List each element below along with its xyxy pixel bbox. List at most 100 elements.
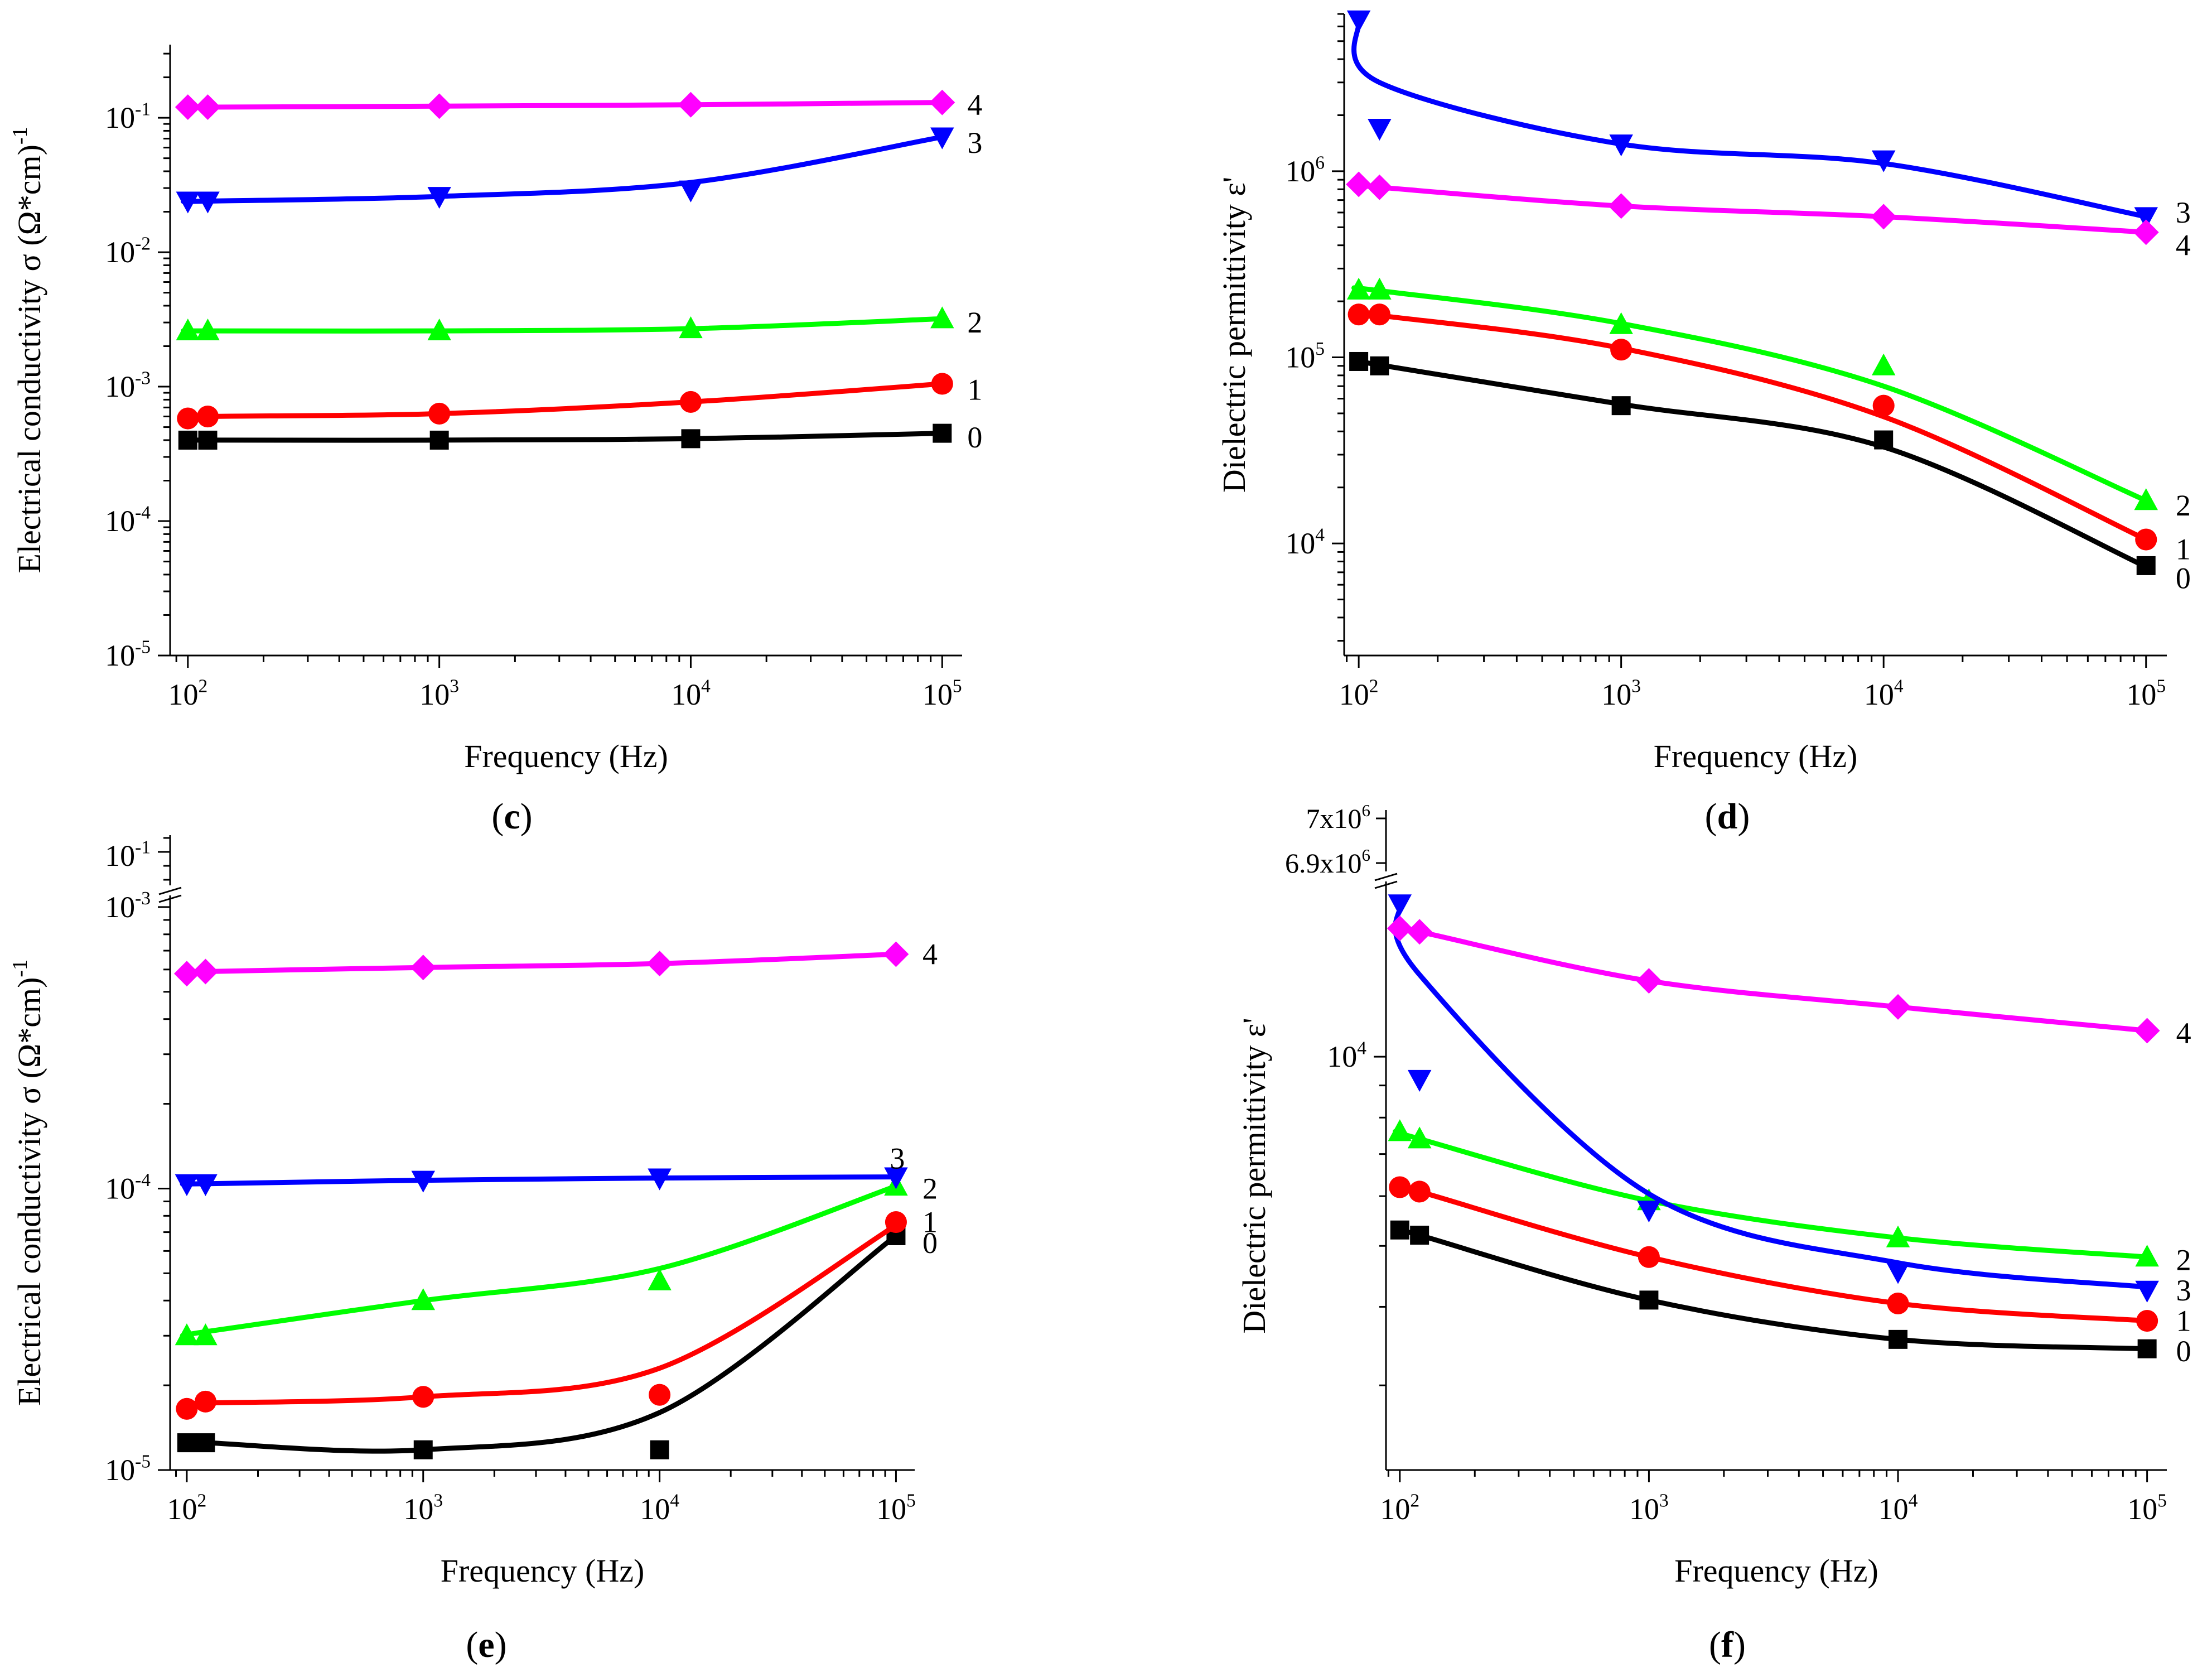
series-line [1351,285,2147,503]
y-axis-title: Dielectric permittivity ε' [1216,177,1252,493]
y-tick-label: 10-4 [105,502,151,538]
data-point [2137,1339,2157,1358]
panel-label: (f) [1709,1625,1746,1665]
data-point [883,941,909,967]
data-point [427,187,451,209]
series-line [181,381,943,421]
series-line [181,134,943,204]
x-tick-label: 104 [1878,1490,1918,1526]
series-line [181,431,943,443]
series-line [181,316,943,334]
data-point [1408,1180,1431,1203]
x-tick-label: 105 [923,676,962,711]
y-tick-label: 104 [1327,1038,1366,1073]
data-point [931,373,953,395]
y-tick-label: 10-3 [105,368,151,403]
y-tick-label: 104 [1285,524,1325,560]
series-label: 2 [923,1172,938,1205]
series-label: 3 [2176,196,2191,229]
data-point [930,127,954,150]
data-point [175,94,201,120]
y-tick-label: 10-3 [105,888,151,924]
data-point [1390,1220,1409,1240]
data-point [1407,919,1433,945]
data-point [1388,1119,1412,1141]
data-point [1871,353,1896,375]
series-1: 1 [1348,303,2191,566]
data-point [2134,488,2158,510]
x-tick-label: 105 [876,1490,916,1526]
series-label: 2 [967,306,982,339]
series-line [180,951,896,976]
series-label: 4 [923,937,938,971]
data-point [649,1384,671,1406]
data-point [1885,994,1911,1020]
x-axis-title: Frequency (Hz) [441,1553,645,1589]
y-tick-label-top: 10-1 [105,837,151,873]
data-point [427,318,451,341]
data-point [2136,1310,2158,1332]
x-tick-label: 104 [671,676,711,711]
data-point [679,391,702,413]
series-3: 3 [1388,894,2191,1307]
axis-break-mark [1374,873,1398,881]
data-point [933,423,952,443]
axis-break-mark [158,894,182,903]
data-point [1387,915,1413,942]
series-label: 3 [2176,1274,2191,1307]
panel-label: (c) [491,796,532,837]
data-point [1874,430,1894,450]
data-point [1611,396,1631,416]
x-tick-label: 102 [1339,676,1379,711]
x-tick-label: 103 [419,676,459,711]
series-1: 1 [1389,1176,2191,1338]
y-tick-label: 10-2 [105,233,151,269]
data-point [194,1323,218,1346]
data-point [413,1440,433,1459]
series-line [180,1223,897,1406]
x-tick-label: 105 [2127,1490,2167,1526]
y-tick-label: 106 [1285,152,1325,188]
data-point [412,1386,434,1408]
x-axis-title: Frequency (Hz) [464,738,668,774]
data-point [196,1433,215,1453]
data-point [2135,528,2157,551]
series-line [1393,924,2148,1033]
data-point [678,91,704,118]
x-tick-label: 102 [1380,1490,1419,1526]
data-point [196,318,220,341]
data-point [650,1440,669,1459]
series-3: 3 [1346,10,2191,229]
x-tick-label: 103 [403,1490,443,1526]
data-point [2134,207,2158,229]
series-2: 2 [1388,1119,2191,1276]
data-point [1366,174,1393,200]
x-axis-title: Frequency (Hz) [1654,738,1858,774]
series-4: 4 [1387,915,2191,1050]
data-point [884,1167,908,1189]
data-point [2135,1280,2159,1303]
data-point [1889,1329,1908,1349]
data-point [428,402,451,425]
series-label: 0 [967,421,982,454]
data-point [194,1174,218,1196]
series-line [1351,358,2147,569]
x-tick-label: 104 [1864,676,1904,711]
series-line [1393,903,2148,1290]
data-point [2133,219,2159,245]
y-tick-label-top: 7x106 [1306,801,1371,834]
data-point [930,306,954,329]
x-axis-title: Frequency (Hz) [1674,1553,1878,1589]
x-tick-label: 102 [168,676,207,711]
series-0: 0 [1349,351,2191,595]
axis-break-mark [1374,880,1398,889]
y-tick-label: 10-1 [105,99,151,134]
data-point [1407,1126,1432,1149]
data-point [196,191,220,214]
data-point [1609,312,1633,334]
data-point [1346,10,1371,32]
series-0: 0 [177,1226,938,1459]
data-point [176,318,200,341]
series-label: 4 [2176,229,2191,262]
